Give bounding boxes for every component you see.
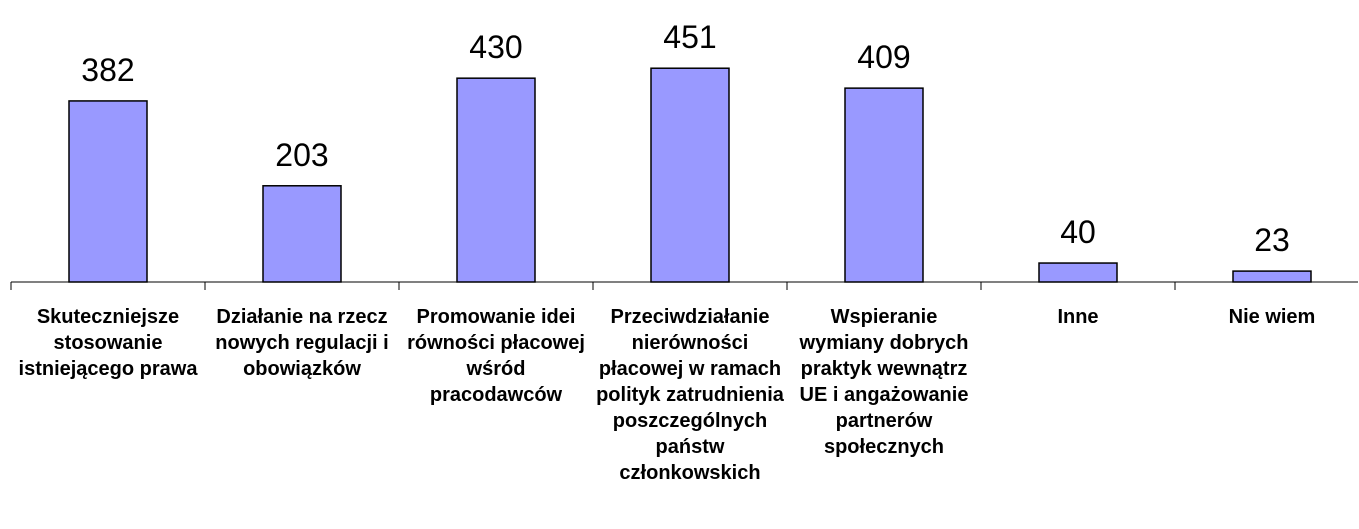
value-label: 409 bbox=[857, 39, 910, 75]
bar bbox=[262, 185, 342, 283]
bar bbox=[1232, 270, 1312, 283]
x-tick-label: Inne bbox=[1057, 306, 1099, 328]
bar bbox=[68, 100, 148, 283]
value-label: 382 bbox=[81, 52, 134, 88]
x-tick-label: Skuteczniejsze stosowanie istniejącego p… bbox=[18, 306, 198, 380]
value-label: 23 bbox=[1254, 222, 1290, 258]
value-label: 40 bbox=[1060, 214, 1096, 250]
bar bbox=[1038, 262, 1118, 283]
bar bbox=[844, 87, 924, 283]
x-tick-label: Promowanie idei równości płacowej wśród … bbox=[407, 306, 585, 406]
value-label: 430 bbox=[469, 29, 522, 65]
x-tick-label: Nie wiem bbox=[1228, 306, 1316, 328]
bar bbox=[650, 67, 730, 283]
x-tick-label: Przeciwdziałanie nierówności płacowej w … bbox=[596, 306, 784, 484]
value-label: 451 bbox=[663, 19, 716, 55]
bar bbox=[456, 77, 536, 283]
x-tick-label: Działanie na rzecz nowych regulacji i ob… bbox=[215, 306, 389, 380]
value-label: 203 bbox=[275, 137, 328, 173]
x-tick-label: Wspieranie wymiany dobrych praktyk wewną… bbox=[799, 306, 969, 458]
